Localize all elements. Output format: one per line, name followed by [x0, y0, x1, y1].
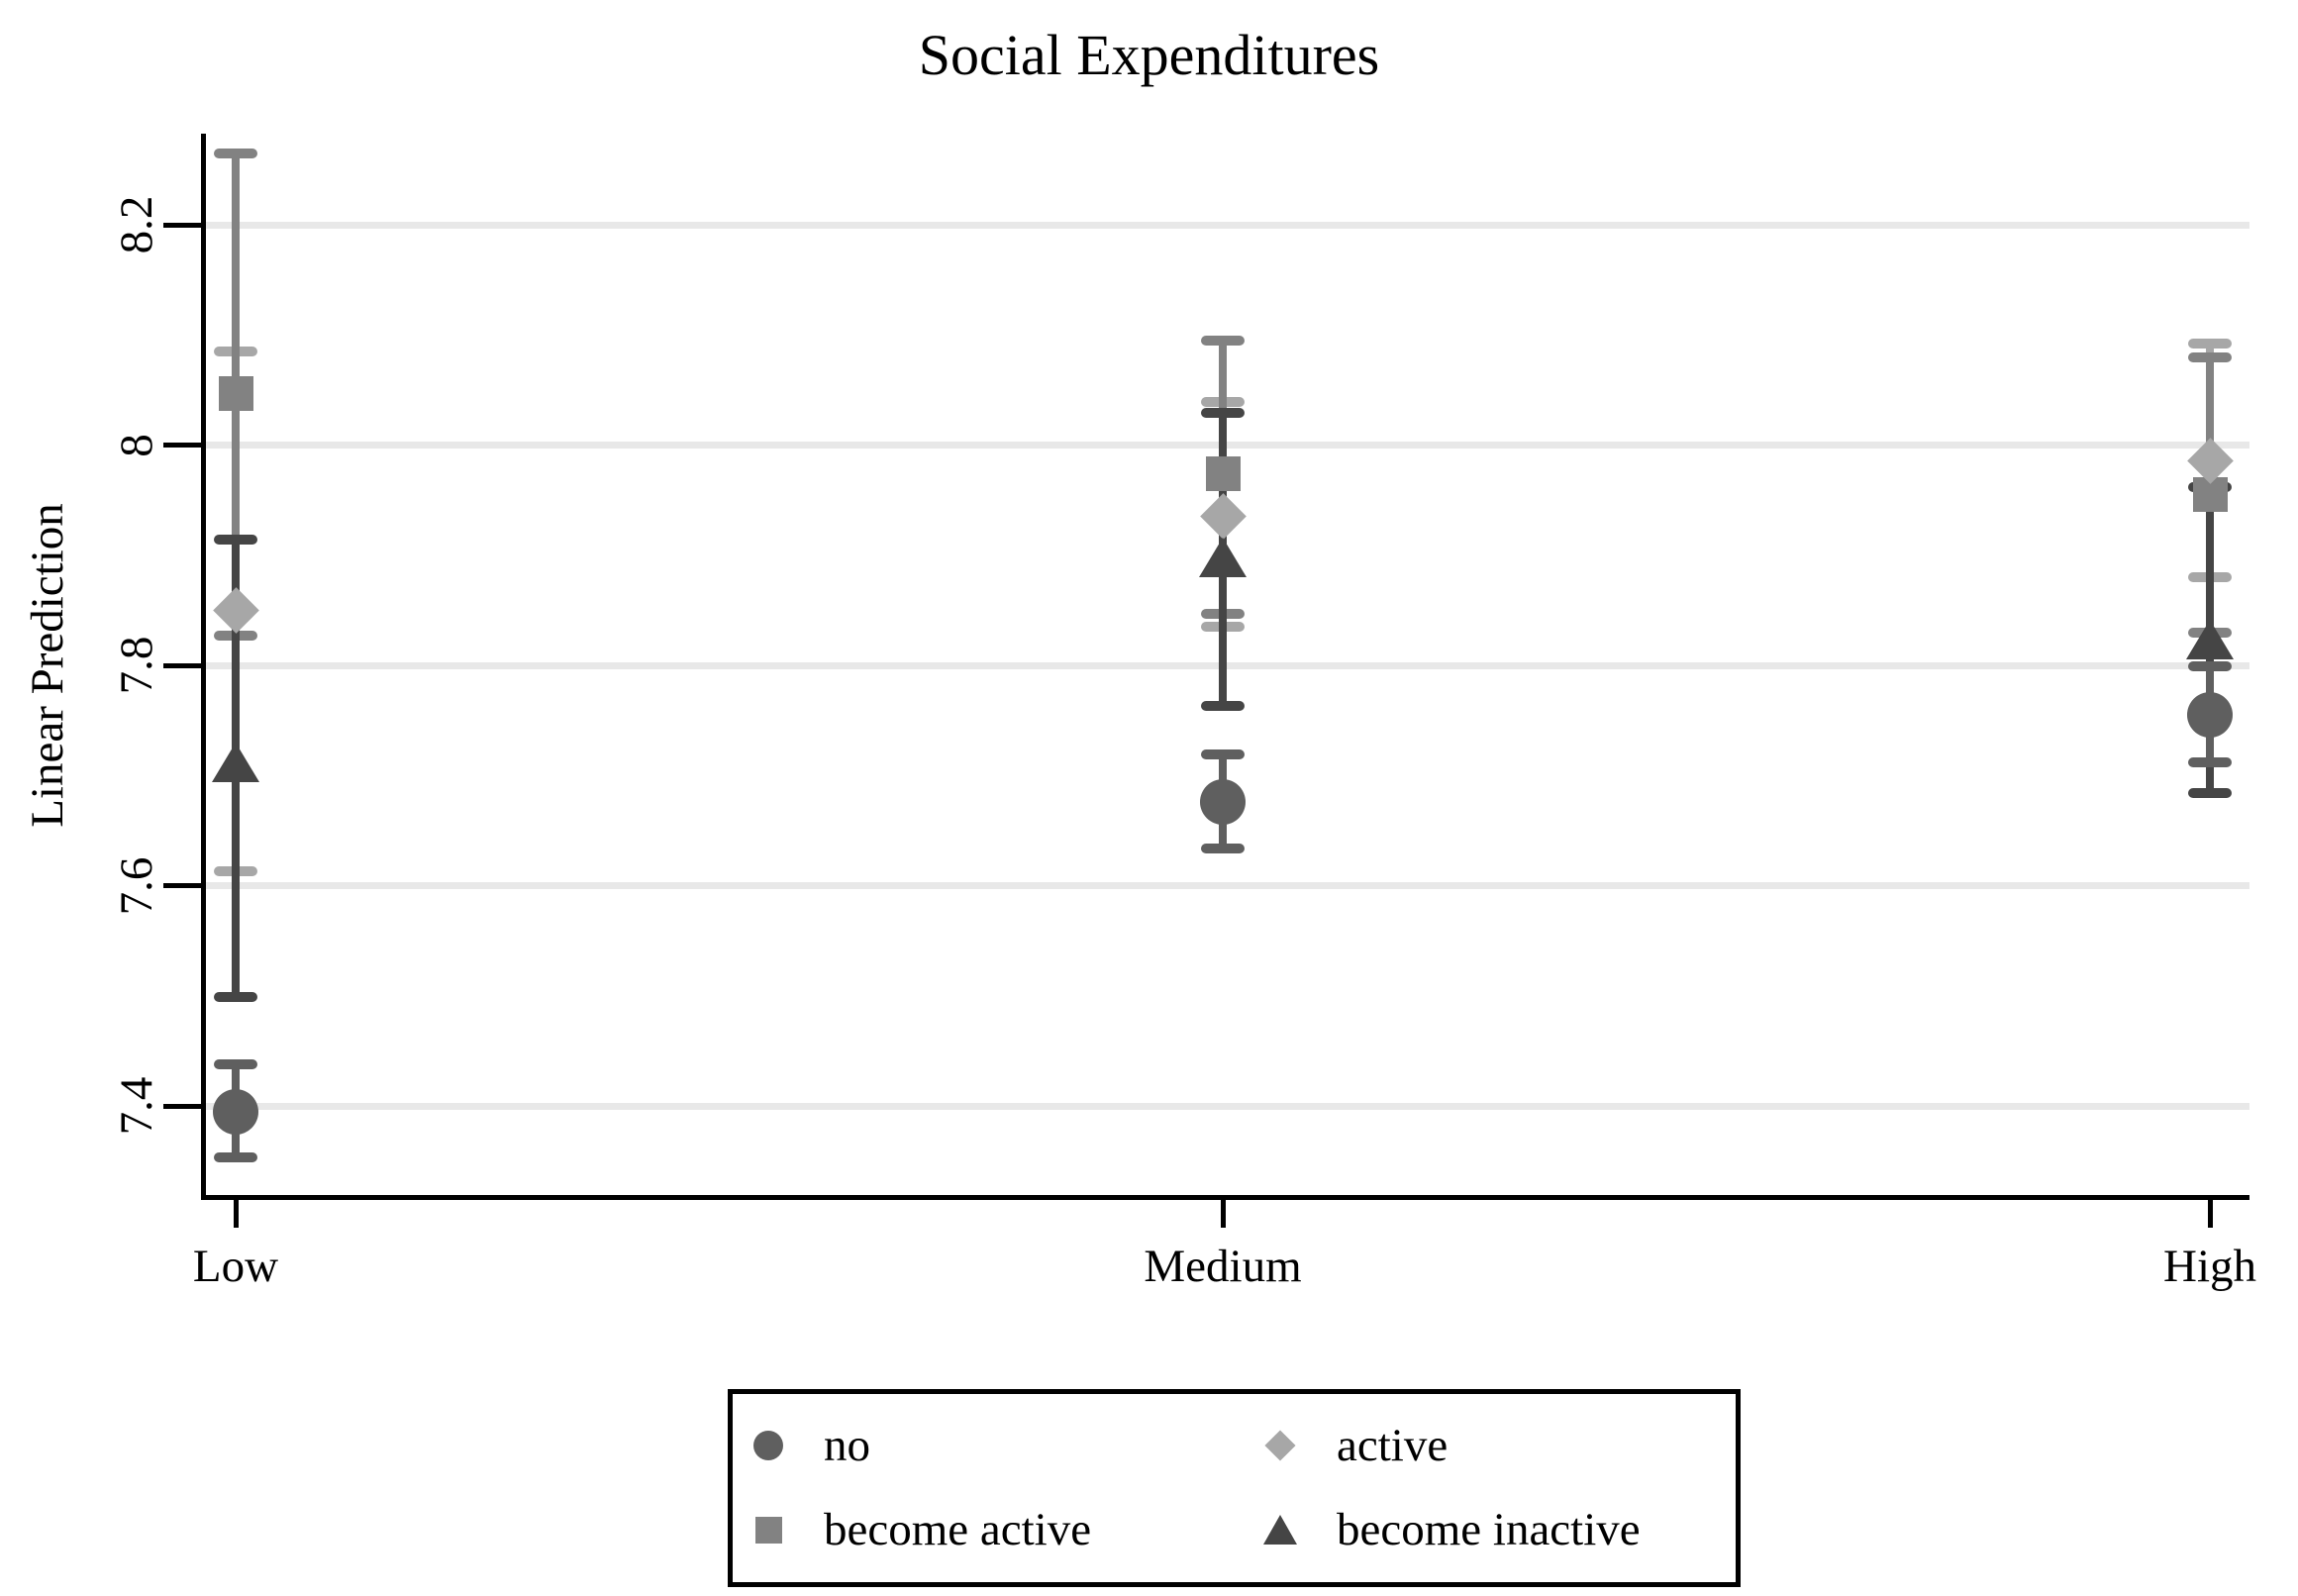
x-tick-label: Low [192, 1241, 279, 1292]
error-bar-cap-circle [214, 1058, 257, 1069]
error-bar-cap-square [2188, 351, 2232, 362]
y-tick-label: 8 [111, 433, 162, 457]
y-tick [163, 222, 201, 228]
error-bar-cap-diamond [2188, 339, 2232, 349]
y-tick-label: 7.4 [111, 1076, 162, 1136]
marker-circle [2187, 692, 2233, 739]
marker-diamond [1264, 1430, 1296, 1461]
marker-triangle [212, 742, 259, 782]
marker-diamond [1199, 493, 1247, 541]
marker-circle [753, 1431, 783, 1460]
legend-label: active [1337, 1420, 1449, 1471]
error-bar-cap-triangle [1201, 701, 1245, 712]
x-tick [233, 1200, 239, 1228]
x-tick-label: High [2163, 1241, 2256, 1292]
marker-triangle [2186, 620, 2234, 660]
error-bar-cap-circle [2188, 661, 2232, 672]
marker-circle [213, 1088, 258, 1135]
gridline [201, 1102, 2249, 1110]
gridline [201, 882, 2249, 889]
marker-triangle [1199, 537, 1247, 577]
x-tick [2207, 1200, 2213, 1228]
error-bar-cap-circle [214, 1152, 257, 1163]
gridline [201, 221, 2249, 229]
y-tick [163, 883, 201, 888]
x-axis-line [201, 1195, 2249, 1200]
y-axis-label: Linear Prediction [22, 503, 73, 828]
marker-triangle [1263, 1515, 1297, 1545]
legend-label: become inactive [1337, 1504, 1641, 1555]
x-tick [1220, 1200, 1226, 1228]
error-bar-cap-triangle [2188, 788, 2232, 799]
error-bar-cap-triangle [214, 535, 257, 546]
y-tick [163, 443, 201, 448]
y-tick [163, 662, 201, 668]
y-tick-label: 8.2 [111, 195, 162, 254]
legend-label: become active [824, 1504, 1092, 1555]
marker-circle [1200, 778, 1246, 825]
y-axis-line [201, 134, 206, 1200]
error-bar-cap-square [214, 148, 257, 158]
error-bar-cap-circle [1201, 843, 1245, 853]
marker-square [218, 375, 253, 411]
error-bar-cap-triangle [1201, 408, 1245, 419]
legend-label: no [824, 1420, 870, 1471]
error-bar-cap-circle [1201, 749, 1245, 760]
legend: no active become active become inactive [728, 1389, 1741, 1587]
error-bar-cap-triangle [214, 991, 257, 1002]
error-bar-cap-circle [2188, 756, 2232, 767]
marker-square [1205, 455, 1241, 491]
y-tick-label: 7.6 [111, 856, 162, 915]
y-tick-label: 7.8 [111, 636, 162, 695]
marker-square [754, 1516, 782, 1544]
x-tick-label: Medium [1144, 1241, 1302, 1292]
marker-diamond [212, 587, 259, 634]
chart-title: Social Expenditures [918, 23, 1380, 87]
y-tick [163, 1103, 201, 1109]
error-bar-cap-square [1201, 335, 1245, 346]
